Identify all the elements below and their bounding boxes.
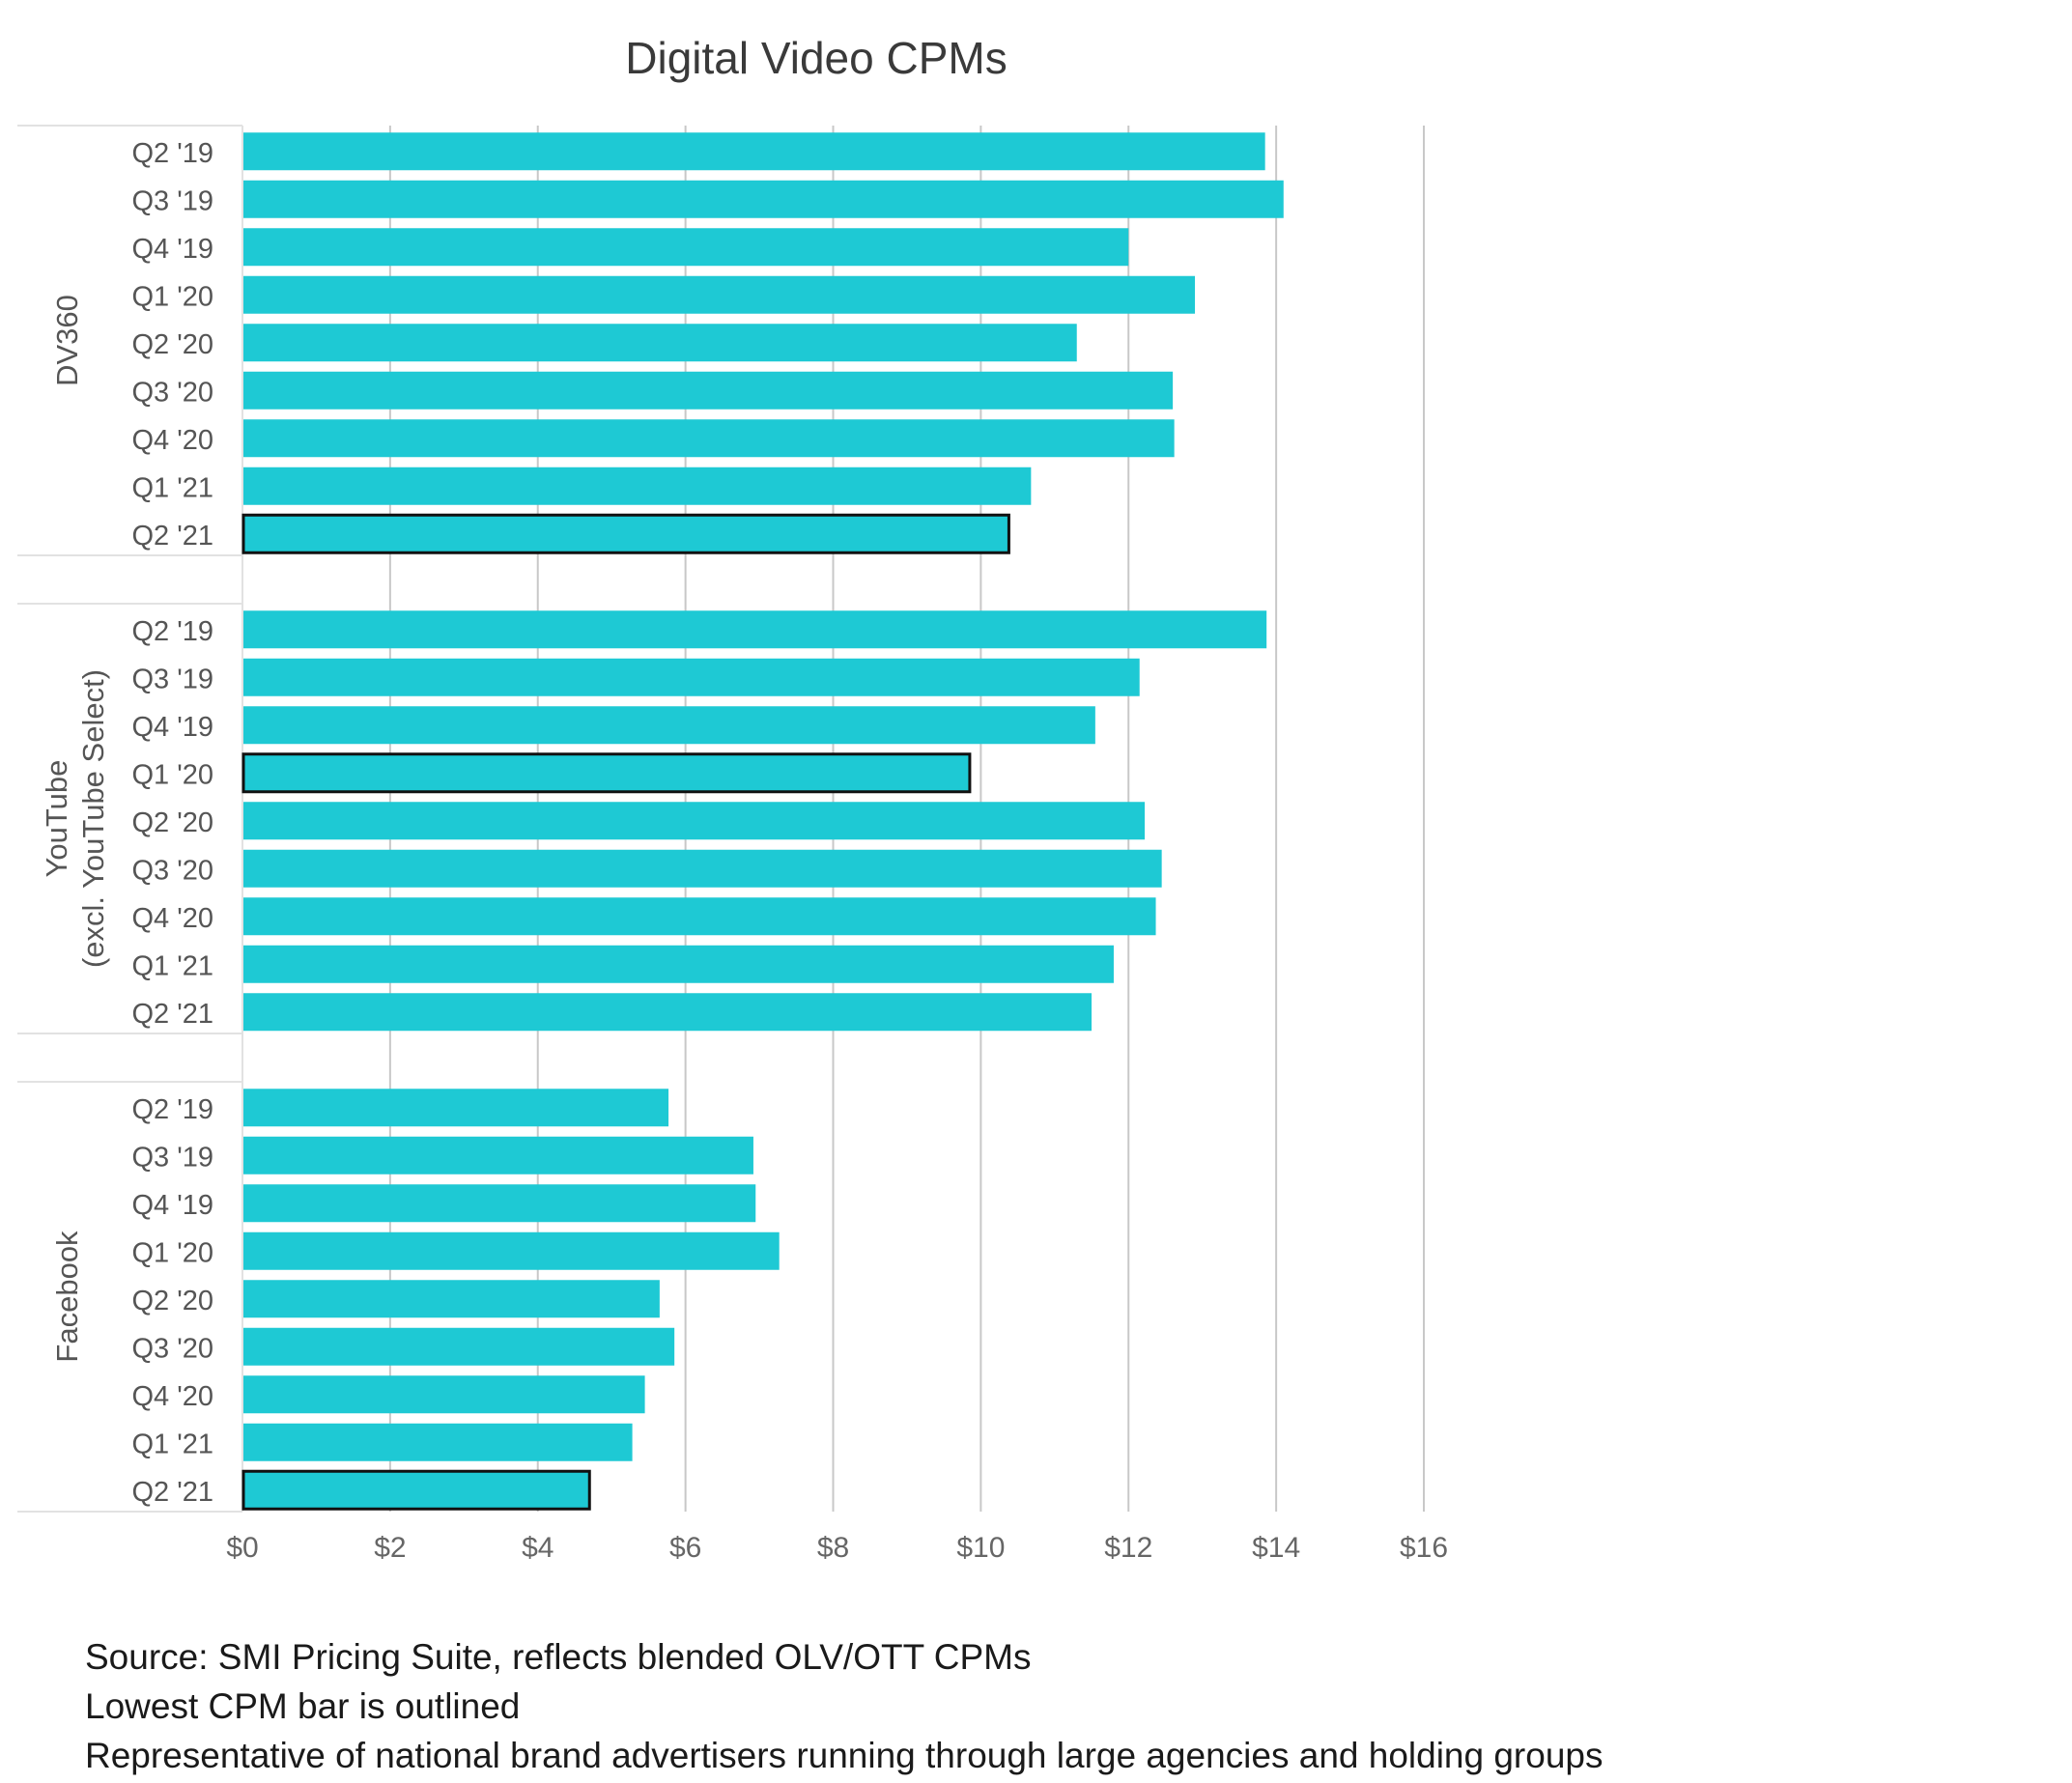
category-label: Q4 '20 bbox=[131, 903, 213, 934]
bar bbox=[243, 1423, 633, 1461]
bar bbox=[243, 275, 1196, 314]
category-label: Q3 '20 bbox=[131, 855, 213, 886]
bar bbox=[243, 180, 1284, 218]
category-label: Q1 '21 bbox=[131, 950, 213, 981]
category-label: Q3 '19 bbox=[131, 185, 213, 216]
category-label: Q3 '20 bbox=[131, 377, 213, 408]
group-labels: DV360 YouTube (excl. YouTube Select) Facebo… bbox=[40, 295, 110, 1362]
bar bbox=[243, 1327, 675, 1366]
category-label: Q2 '20 bbox=[131, 1286, 213, 1316]
bar-outlined bbox=[241, 752, 972, 794]
x-tick-label: $12 bbox=[1104, 1532, 1152, 1564]
category-label: Q1 '20 bbox=[131, 759, 213, 790]
bar bbox=[243, 706, 1095, 745]
x-tick-label: $8 bbox=[817, 1532, 849, 1564]
category-label: Q2 '20 bbox=[131, 329, 213, 360]
category-label: Q4 '19 bbox=[131, 234, 213, 265]
category-label: Q2 '21 bbox=[131, 999, 213, 1030]
x-axis-ticks: $0 $2 $4 $6 $8 $10 $12 $14 $16 bbox=[226, 1532, 1448, 1564]
x-tick-label: $14 bbox=[1252, 1532, 1300, 1564]
bar bbox=[243, 371, 1174, 410]
category-labels: Q2 '19 Q3 '19 Q4 '19 Q1 '20 Q2 '20 Q3 '20 Q4 '… bbox=[131, 138, 213, 1508]
bar bbox=[243, 1184, 756, 1223]
category-label: Q4 '19 bbox=[131, 1190, 213, 1221]
footnote-representative: Representative of national brand adverti… bbox=[85, 1736, 1604, 1775]
bar bbox=[243, 228, 1129, 267]
bar bbox=[243, 1375, 645, 1414]
category-label: Q1 '20 bbox=[131, 281, 213, 312]
bar bbox=[243, 658, 1140, 696]
bar bbox=[243, 1136, 753, 1175]
category-label: Q3 '19 bbox=[131, 664, 213, 694]
bar bbox=[243, 945, 1114, 983]
category-label: Q2 '21 bbox=[131, 521, 213, 552]
x-tick-label: $16 bbox=[1400, 1532, 1448, 1564]
bar bbox=[243, 132, 1265, 171]
bar bbox=[243, 1089, 669, 1127]
category-label: Q2 '20 bbox=[131, 807, 213, 838]
bar bbox=[243, 610, 1267, 649]
category-label: Q1 '20 bbox=[131, 1237, 213, 1268]
bar bbox=[243, 849, 1162, 888]
bar-outlined bbox=[241, 513, 1010, 554]
bar-outlined bbox=[241, 1469, 591, 1511]
bar bbox=[243, 1280, 660, 1318]
category-label: Q4 '20 bbox=[131, 1381, 213, 1412]
x-tick-label: $4 bbox=[522, 1532, 553, 1564]
bar bbox=[243, 1231, 780, 1270]
x-tick-label: $0 bbox=[226, 1532, 258, 1564]
bar bbox=[243, 802, 1146, 840]
x-tick-label: $10 bbox=[956, 1532, 1005, 1564]
category-label: Q1 '21 bbox=[131, 472, 213, 503]
category-label: Q3 '20 bbox=[131, 1333, 213, 1364]
category-label: Q1 '21 bbox=[131, 1429, 213, 1459]
chart-title: Digital Video CPMs bbox=[625, 33, 1007, 83]
bar bbox=[243, 324, 1077, 362]
category-label: Q2 '21 bbox=[131, 1477, 213, 1508]
category-label: Q4 '19 bbox=[131, 712, 213, 743]
bars bbox=[241, 132, 1284, 1511]
bar bbox=[243, 993, 1093, 1032]
group-label: YouTube bbox=[40, 760, 73, 878]
bar bbox=[243, 419, 1175, 458]
category-label: Q2 '19 bbox=[131, 616, 213, 647]
x-tick-label: $2 bbox=[374, 1532, 406, 1564]
group-label: DV360 bbox=[50, 295, 84, 386]
group-label: Facebook bbox=[50, 1231, 84, 1363]
category-label: Q2 '19 bbox=[131, 138, 213, 169]
category-label: Q4 '20 bbox=[131, 425, 213, 456]
group-label: (excl. YouTube Select) bbox=[76, 669, 110, 968]
footnote-outline-note: Lowest CPM bar is outlined bbox=[85, 1686, 521, 1726]
group-separators bbox=[17, 125, 242, 1513]
footnote-source: Source: SMI Pricing Suite, reflects blen… bbox=[85, 1637, 1032, 1677]
category-label: Q2 '19 bbox=[131, 1094, 213, 1125]
x-tick-label: $6 bbox=[669, 1532, 701, 1564]
category-label: Q3 '19 bbox=[131, 1142, 213, 1173]
bar bbox=[243, 897, 1156, 936]
bar bbox=[243, 467, 1032, 505]
